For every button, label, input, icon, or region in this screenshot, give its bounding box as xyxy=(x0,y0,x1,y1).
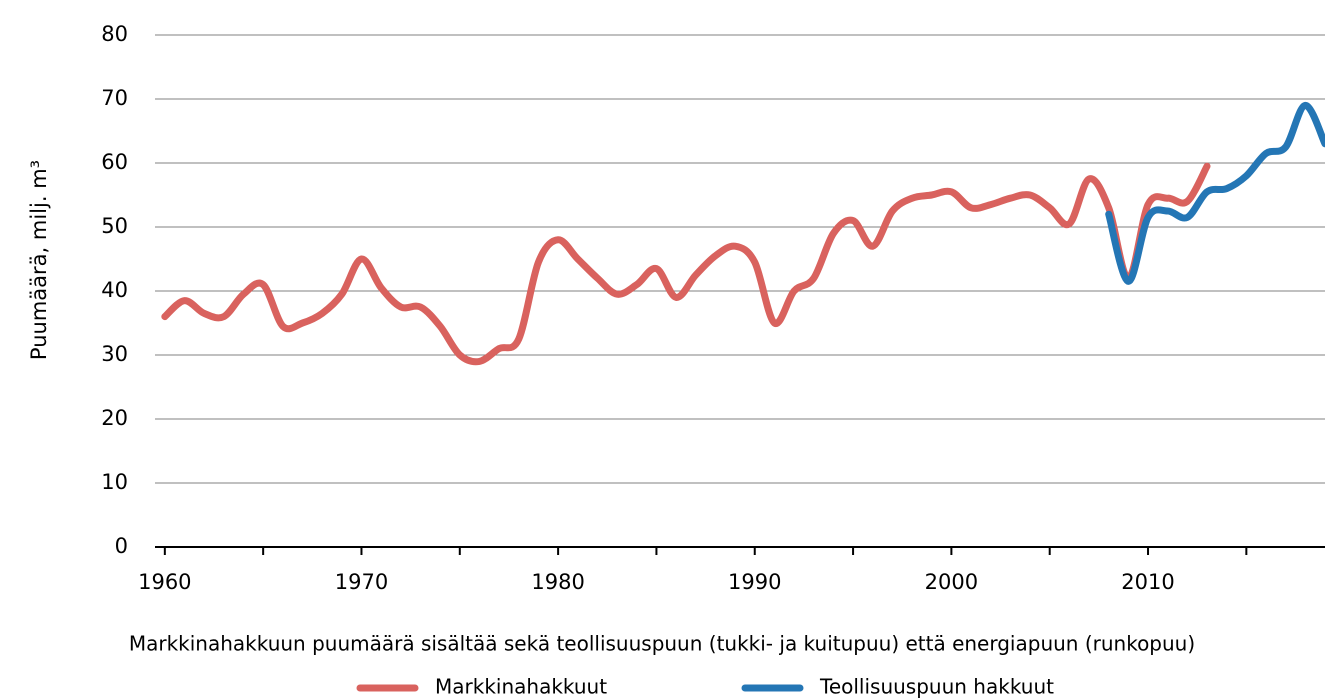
legend-label: Markkinahakkuut xyxy=(435,675,607,699)
caption: Markkinahakkuun puumäärä sisältää sekä t… xyxy=(129,632,1195,656)
y-tick-label: 40 xyxy=(101,278,128,302)
y-tick-label: 30 xyxy=(101,342,128,366)
legend-label: Teollisuuspuun hakkuut xyxy=(819,675,1054,699)
y-axis-label: Puumäärä, milj. m³ xyxy=(27,160,51,360)
x-tick-label: 1970 xyxy=(335,570,388,594)
y-tick-label: 0 xyxy=(115,534,128,558)
x-tick-label: 1990 xyxy=(728,570,781,594)
y-tick-label: 60 xyxy=(101,150,128,174)
y-tick-label: 50 xyxy=(101,214,128,238)
data-line xyxy=(161,162,1211,366)
x-tick-label: 1960 xyxy=(138,570,191,594)
x-tick-label: 2010 xyxy=(1121,570,1174,594)
y-tick-label: 70 xyxy=(101,86,128,110)
data-line xyxy=(1105,101,1325,285)
x-tick-label: 1980 xyxy=(531,570,584,594)
x-tick-label: 2000 xyxy=(925,570,978,594)
y-tick-label: 10 xyxy=(101,470,128,494)
y-tick-label: 80 xyxy=(101,22,128,46)
y-tick-label: 20 xyxy=(101,406,128,430)
